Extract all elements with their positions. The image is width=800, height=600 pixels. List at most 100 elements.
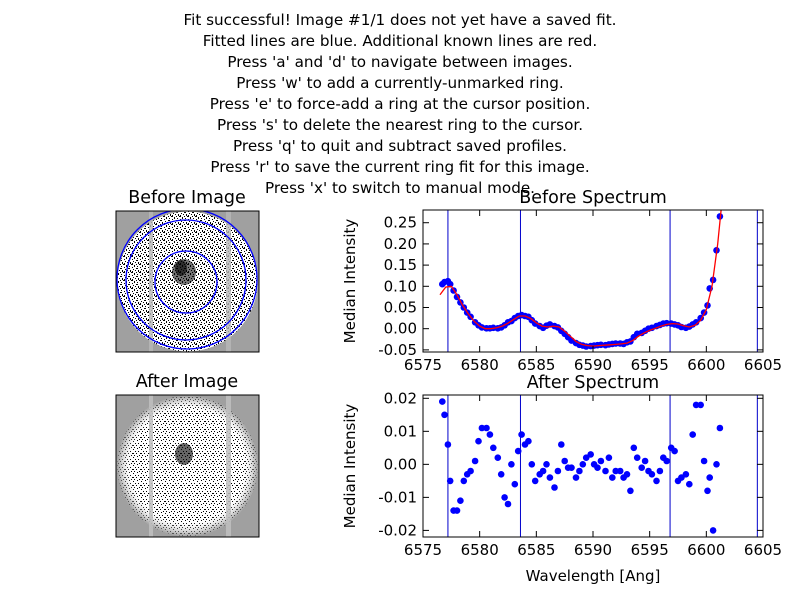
y-axis-label: Median Intensity <box>341 219 359 344</box>
data-point <box>616 467 624 475</box>
before-image <box>116 211 259 352</box>
data-point <box>543 461 550 468</box>
y-tick-label: -0.01 <box>378 488 417 506</box>
data-point <box>478 424 486 432</box>
data-point <box>576 467 583 475</box>
chart-1: 6575 6580 6585 6590 6595 6600 6605 -0.02 -0.01 0.… <box>341 373 782 585</box>
data-point <box>504 500 512 508</box>
chart-title: After Spectrum <box>527 373 659 393</box>
plot-content <box>439 210 758 352</box>
before-image-title: Before Image <box>128 188 246 208</box>
data-point <box>486 431 494 438</box>
data-point <box>446 280 454 288</box>
data-point <box>546 474 554 481</box>
data-point <box>497 471 505 478</box>
x-tick-label: 6605 <box>744 356 782 374</box>
data-point <box>558 441 565 448</box>
data-point <box>568 464 575 472</box>
after-image-title: After Image <box>136 372 238 392</box>
data-point <box>453 507 461 514</box>
y-tick-label: 0.00 <box>384 455 417 473</box>
data-point <box>554 467 562 475</box>
instruction-line: Press 'q' to quit and subtract saved pro… <box>233 137 567 155</box>
data-point <box>663 457 670 465</box>
data-point <box>528 461 536 468</box>
data-point <box>446 477 454 485</box>
x-tick-label: 6580 <box>461 541 499 559</box>
data-point <box>692 401 700 409</box>
data-point <box>501 494 508 501</box>
data-point <box>539 467 547 475</box>
data-point <box>630 444 638 452</box>
x-tick-label: 6600 <box>687 541 725 559</box>
plot-content <box>439 395 758 537</box>
data-point <box>594 464 601 472</box>
data-point <box>471 457 479 465</box>
data-point <box>531 477 539 485</box>
data-point <box>483 424 490 432</box>
x-tick-label: 6595 <box>631 541 669 559</box>
x-tick-label: 6575 <box>404 356 442 374</box>
data-point <box>457 497 464 505</box>
data-point <box>641 457 649 465</box>
x-tick-label: 6590 <box>574 541 612 559</box>
y-tick-label: 0.02 <box>384 389 417 407</box>
instruction-line: Press 'w' to add a currently-unmarked ri… <box>236 74 564 92</box>
before-image-frame <box>115 210 260 353</box>
data-point <box>697 401 704 409</box>
data-point <box>706 474 713 481</box>
data-point <box>653 477 660 485</box>
data-point <box>511 480 519 488</box>
x-tick-label: 6595 <box>631 356 669 374</box>
instruction-line: Press 'a' and 'd' to navigate between im… <box>227 53 573 71</box>
data-point <box>605 454 613 462</box>
data-point <box>551 484 558 491</box>
data-point <box>609 474 616 481</box>
y-tick-label: 0.10 <box>384 277 417 295</box>
fit-line <box>439 210 722 347</box>
data-point <box>656 467 664 475</box>
y-tick-label: 0.01 <box>384 422 417 440</box>
data-point <box>704 487 711 495</box>
x-axis-label: Wavelength [Ang] <box>526 567 661 585</box>
spectrum-charts: 6575 6580 6585 6590 6595 6600 6605 -0.05 0.00 0.0… <box>341 188 782 585</box>
chart-title: Before Spectrum <box>519 188 667 208</box>
chart-0: 6575 6580 6585 6590 6595 6600 6605 -0.05 0.00 0.0… <box>341 188 782 374</box>
data-point <box>518 431 525 438</box>
data-point <box>508 461 515 468</box>
data-point <box>467 467 474 475</box>
data-point <box>682 471 690 478</box>
data-point <box>627 487 634 495</box>
instruction-line: Press 'x' to switch to manual mode. <box>264 179 536 197</box>
after-image-frame <box>115 394 260 538</box>
data-point <box>460 477 468 485</box>
instruction-line: Press 'e' to force-add a ring at the cur… <box>209 95 591 113</box>
data-point <box>623 471 631 478</box>
data-point <box>700 457 708 465</box>
y-tick-label: 0.05 <box>384 298 417 316</box>
data-point <box>709 527 717 534</box>
data-point <box>444 441 452 448</box>
x-tick-label: 6600 <box>687 356 725 374</box>
x-tick-label: 6575 <box>404 541 442 559</box>
x-tick-label: 6605 <box>744 541 782 559</box>
data-point <box>716 424 724 432</box>
instruction-line: Press 'r' to save the current ring fit f… <box>210 158 590 176</box>
y-tick-label: 0.25 <box>384 214 417 232</box>
x-tick-label: 6580 <box>461 356 499 374</box>
instruction-line: Press 's' to delete the nearest ring to … <box>216 116 584 134</box>
data-point <box>494 454 502 462</box>
y-axis-label: Median Intensity <box>341 404 359 529</box>
data-point <box>692 319 700 326</box>
data-point <box>587 451 594 458</box>
data-point <box>638 464 645 472</box>
instruction-line: Fit successful! Image #1/1 does not yet … <box>183 11 617 29</box>
data-point <box>713 461 720 468</box>
y-tick-label: -0.02 <box>378 521 417 539</box>
data-point <box>602 467 609 475</box>
data-point <box>525 437 532 445</box>
data-point <box>441 411 448 419</box>
x-tick-label: 6585 <box>517 356 555 374</box>
y-tick-label: 0.00 <box>384 320 417 338</box>
